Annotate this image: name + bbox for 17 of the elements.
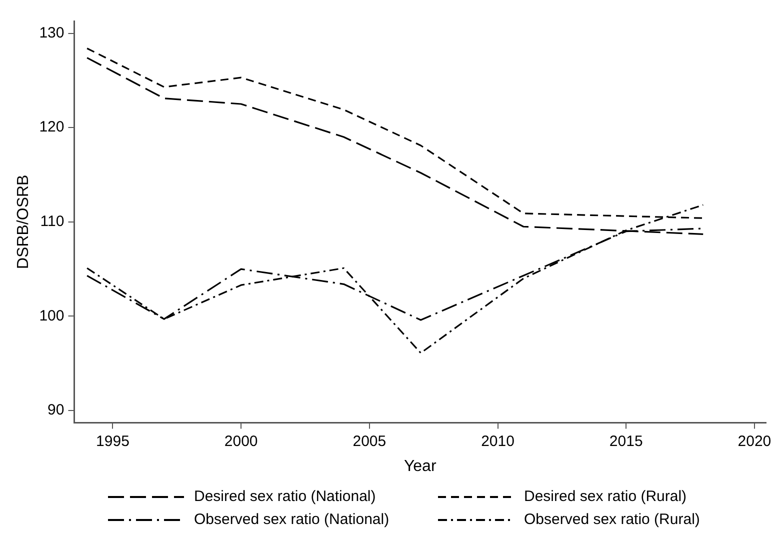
legend-label: Observed sex ratio (Rural) xyxy=(524,511,700,528)
legend-label: Desired sex ratio (Rural) xyxy=(524,488,687,505)
y-axis-title: DSRB/OSRB xyxy=(15,174,32,270)
x-tick-label: 2005 xyxy=(352,432,386,450)
y-tick-label: 90 xyxy=(48,402,64,419)
y-tick-label: 130 xyxy=(39,24,64,42)
legend-label: Observed sex ratio (National) xyxy=(194,511,390,528)
x-tick-label: 2010 xyxy=(481,432,514,450)
x-tick-label: 2020 xyxy=(738,432,772,450)
legend-label: Desired sex ratio (National) xyxy=(194,488,376,505)
x-tick-label: 2000 xyxy=(224,432,258,450)
y-tick-label: 100 xyxy=(39,307,64,324)
x-tick-label: 2015 xyxy=(609,432,643,450)
x-tick-label: 1995 xyxy=(96,432,130,450)
y-tick-label: 110 xyxy=(40,213,64,230)
y-tick-label: 120 xyxy=(39,118,64,136)
x-axis-title: Year xyxy=(404,458,437,475)
